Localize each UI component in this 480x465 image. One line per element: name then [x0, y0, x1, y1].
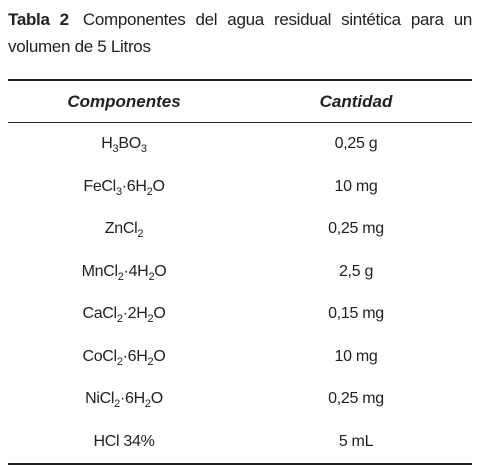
quantity-cell: 0,15 mg	[328, 305, 384, 323]
component-cell: FeCl3·6H2O	[8, 166, 240, 209]
table-row: NiCl2·6H2O 0,25 mg	[8, 378, 472, 421]
component-cell: H3BO3	[8, 123, 240, 166]
formula-subscript: 2	[116, 313, 123, 326]
formula-part: NiCl	[85, 390, 115, 408]
formula-part: FeCl	[83, 177, 116, 195]
formula-part: ·6H	[119, 390, 145, 408]
formula-part: O	[153, 305, 166, 323]
page: Tabla 2 Componentes del agua residual si…	[8, 6, 473, 464]
formula-subscript: 3	[115, 185, 122, 198]
formula-subscript: 3	[112, 143, 119, 156]
header-cell: Cantidad	[319, 91, 393, 111]
formula-subscript: 2	[147, 313, 154, 326]
table-body: H3BO3 0,25 g FeCl3·6H2O 10 mg ZnCl2 0,25 mg Mn…	[8, 123, 472, 465]
table-row: CaCl2·2H2O 0,15 mg	[8, 293, 472, 336]
header-row: Componentes Cantidad	[8, 80, 472, 123]
quantity-cell: 2,5 g	[338, 262, 374, 280]
header-cell: Componentes	[67, 91, 181, 111]
formula-subscript: 2	[117, 270, 124, 283]
caption-text: Componentes del agua residual sintética …	[8, 10, 473, 56]
formula-part: O	[150, 390, 163, 408]
formula-part: ZnCl	[104, 220, 138, 238]
table-row: CoCl2·6H2O 10 mg	[8, 336, 472, 379]
formula-part: CaCl	[82, 305, 117, 323]
formula-subscript: 2	[144, 398, 151, 411]
caption-label: Tabla 2	[8, 10, 69, 29]
table-row: FeCl3·6H2O 10 mg	[8, 166, 472, 209]
formula-subscript: 2	[148, 270, 155, 283]
quantity-cell: 5 mL	[338, 432, 374, 450]
component-cell: HCl 34%	[8, 421, 240, 465]
formula-subscript: 2	[116, 355, 123, 368]
table-row: H3BO3 0,25 g	[8, 123, 472, 166]
table: Componentes Cantidad H3BO3 0,25 g FeCl3·6H…	[8, 79, 472, 465]
formula-part: ·6H	[121, 177, 147, 195]
quantity-cell: 0,25 mg	[328, 390, 384, 408]
quantity-cell: 10 mg	[334, 347, 378, 365]
formula-part: O	[154, 262, 167, 280]
formula-part: H	[101, 135, 113, 153]
component-cell: CaCl2·2H2O	[8, 293, 240, 336]
table-row: HCl 34% 5 mL	[8, 421, 472, 465]
formula-part: BO	[118, 135, 141, 153]
component-cell: ZnCl2	[8, 208, 240, 251]
quantity-cell: 0,25 g	[334, 135, 378, 153]
formula-part: ·6H	[122, 347, 148, 365]
formula-part: HCl 34%	[93, 432, 155, 450]
formula-subscript: 2	[147, 355, 154, 368]
formula-part: CoCl	[82, 347, 117, 365]
formula-subscript: 2	[114, 398, 120, 411]
component-cell: NiCl2·6H2O	[8, 378, 240, 421]
quantity-cell: 0,25 mg	[328, 220, 384, 238]
formula-part: O	[152, 177, 165, 195]
formula-subscript: 3	[140, 143, 147, 156]
formula-subscript: 2	[137, 228, 144, 241]
formula-part: ·2H	[122, 305, 148, 323]
component-cell: CoCl2·6H2O	[8, 336, 240, 379]
formula-part: ·4H	[123, 262, 149, 280]
caption: Tabla 2 Componentes del agua residual si…	[8, 6, 472, 60]
table-row: MnCl2·4H2O 2,5 g	[8, 251, 472, 294]
component-cell: MnCl2·4H2O	[8, 251, 240, 294]
quantity-cell: 10 mg	[334, 177, 378, 195]
formula-subscript: 2	[146, 185, 153, 198]
table-row: ZnCl2 0,25 mg	[8, 208, 472, 251]
formula-part: O	[153, 347, 166, 365]
formula-part: MnCl	[81, 262, 118, 280]
